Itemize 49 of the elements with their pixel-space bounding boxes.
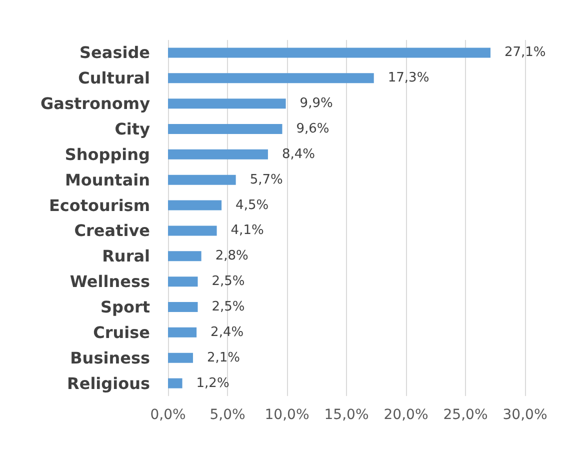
bar [168, 352, 193, 363]
bar [168, 327, 197, 338]
bar [168, 378, 182, 388]
bar [168, 73, 374, 84]
x-tick-label: 15,0% [324, 407, 369, 423]
data-label: 2,8% [215, 248, 248, 264]
bar [168, 124, 282, 134]
y-tick-label: Mountain [64, 170, 150, 190]
y-tick-label: Wellness [70, 272, 150, 292]
data-label: 9,9% [300, 96, 333, 112]
data-label: 2,1% [206, 350, 240, 366]
y-tick-label: Creative [74, 221, 150, 240]
y-tick-label: Sport [100, 298, 150, 316]
bar [168, 98, 286, 109]
x-tick-label: 0,0% [150, 407, 186, 423]
x-tick-label: 30,0% [502, 407, 548, 423]
y-tick-label: Business [70, 348, 150, 368]
data-label: 4,1% [230, 223, 264, 238]
data-label: 27,1% [504, 45, 546, 60]
bar [168, 276, 198, 287]
bar [168, 174, 236, 185]
data-label: 2,5% [212, 274, 245, 290]
bar [168, 200, 222, 210]
bar [168, 48, 490, 58]
x-tick-label: 25,0% [443, 407, 488, 423]
y-tick-label: Rural [102, 246, 150, 266]
data-label: 4,5% [236, 198, 269, 213]
data-label: 2,4% [210, 324, 244, 340]
y-tick-label: Religious [67, 374, 150, 393]
bar [168, 302, 198, 312]
y-tick-label: Cruise [93, 322, 150, 342]
x-tick-label: 20,0% [384, 407, 428, 423]
data-label: 2,5% [212, 300, 245, 314]
bar [168, 226, 217, 236]
data-label: 9,6% [296, 122, 330, 136]
data-label: 1,2% [196, 376, 230, 391]
bar [168, 149, 268, 160]
y-tick-label: Shopping [64, 144, 150, 164]
y-tick-label: Ecotourism [48, 196, 150, 215]
y-tick-label: City [114, 120, 151, 138]
data-label: 17,3% [388, 70, 430, 86]
x-tick-label: 10,0% [264, 407, 310, 423]
bar [168, 251, 202, 262]
x-tick-label: 5,0% [210, 407, 246, 423]
data-label: 5,7% [250, 172, 283, 188]
y-tick-label: Seaside [80, 43, 150, 62]
y-tick-label: Cultural [78, 68, 150, 88]
data-label: 8,4% [282, 146, 315, 162]
y-tick-label: Gastronomy [40, 94, 151, 114]
